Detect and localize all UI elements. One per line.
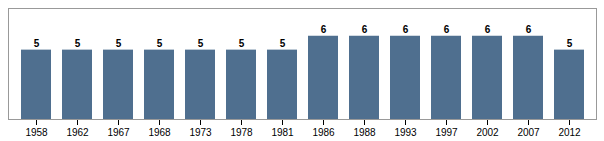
svg-text:1993: 1993 (394, 127, 417, 138)
svg-text:5: 5 (239, 38, 245, 49)
svg-text:2007: 2007 (517, 127, 540, 138)
svg-text:2012: 2012 (558, 127, 581, 138)
svg-text:5: 5 (280, 38, 286, 49)
svg-text:1967: 1967 (107, 127, 130, 138)
svg-text:6: 6 (526, 24, 532, 35)
svg-text:6: 6 (485, 24, 491, 35)
svg-text:1988: 1988 (353, 127, 376, 138)
svg-text:1962: 1962 (66, 127, 89, 138)
svg-text:5: 5 (198, 38, 204, 49)
svg-text:5: 5 (116, 38, 122, 49)
svg-text:6: 6 (362, 24, 368, 35)
svg-text:6: 6 (403, 24, 409, 35)
svg-text:1981: 1981 (271, 127, 294, 138)
svg-text:1973: 1973 (189, 127, 212, 138)
svg-text:1986: 1986 (312, 127, 335, 138)
svg-text:5: 5 (567, 38, 573, 49)
svg-text:5: 5 (157, 38, 163, 49)
svg-text:6: 6 (444, 24, 450, 35)
svg-text:2002: 2002 (476, 127, 499, 138)
svg-text:1968: 1968 (148, 127, 171, 138)
svg-text:1978: 1978 (230, 127, 253, 138)
svg-text:5: 5 (34, 38, 40, 49)
svg-text:1958: 1958 (25, 127, 48, 138)
svg-text:5: 5 (75, 38, 81, 49)
svg-text:6: 6 (321, 24, 327, 35)
svg-text:1997: 1997 (435, 127, 458, 138)
